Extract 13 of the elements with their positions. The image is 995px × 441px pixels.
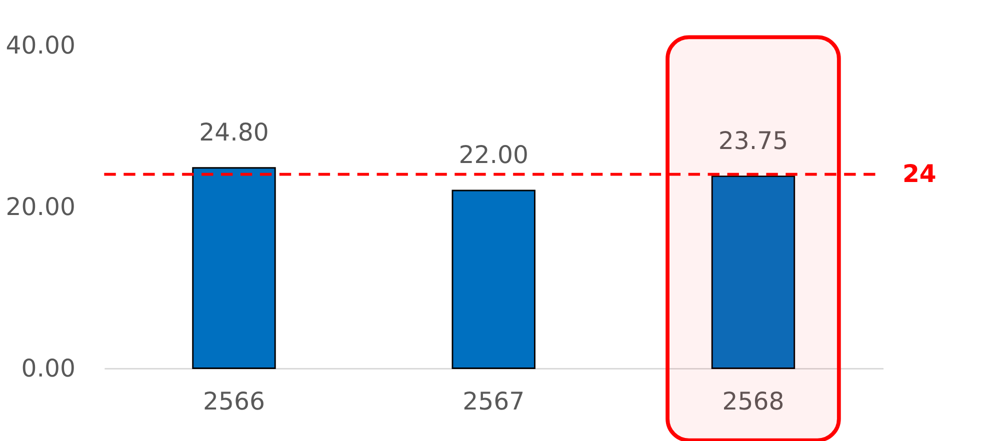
x-tick-label: 2567 bbox=[462, 386, 525, 416]
data-label: 24.80 bbox=[199, 118, 269, 147]
ref-line-label: 24 bbox=[902, 159, 936, 188]
data-label: 23.75 bbox=[718, 126, 788, 156]
data-label: 22.00 bbox=[458, 140, 528, 170]
bar bbox=[452, 190, 536, 369]
y-tick-label: 20.00 bbox=[6, 192, 76, 221]
bar bbox=[711, 176, 796, 369]
y-tick-label: 0.00 bbox=[21, 354, 76, 383]
bar bbox=[192, 167, 276, 369]
x-tick-label: 2566 bbox=[203, 386, 265, 416]
x-tick-label: 2568 bbox=[722, 386, 784, 416]
y-tick-label: 40.00 bbox=[6, 30, 76, 60]
